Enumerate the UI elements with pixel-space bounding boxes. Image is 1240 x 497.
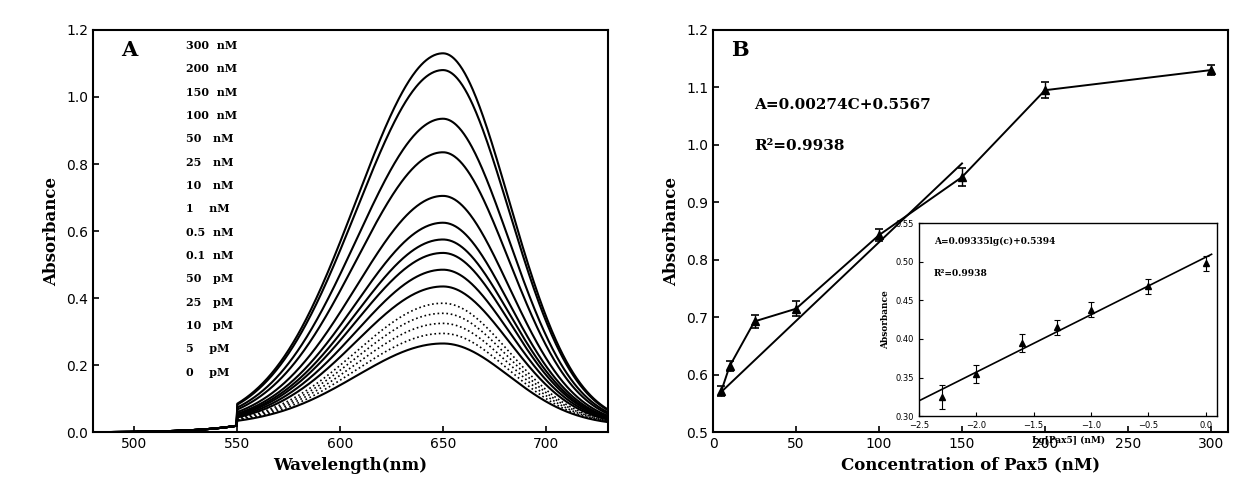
Text: 50   nM: 50 nM <box>186 133 233 144</box>
Text: R²=0.9938: R²=0.9938 <box>754 139 844 153</box>
Text: 25   nM: 25 nM <box>186 157 233 167</box>
Text: B: B <box>732 40 749 60</box>
X-axis label: Concentration of Pax5 (nM): Concentration of Pax5 (nM) <box>841 457 1100 474</box>
Text: 0.5  nM: 0.5 nM <box>186 227 233 238</box>
Text: 10   pM: 10 pM <box>186 320 233 331</box>
Text: 10   nM: 10 nM <box>186 180 233 191</box>
Y-axis label: Absorbance: Absorbance <box>663 176 681 286</box>
Text: 0.1  nM: 0.1 nM <box>186 250 233 261</box>
Text: 100  nM: 100 nM <box>186 110 237 121</box>
Text: 25   pM: 25 pM <box>186 297 233 308</box>
Text: 5    pM: 5 pM <box>186 343 229 354</box>
Text: 200  nM: 200 nM <box>186 63 237 74</box>
Text: A=0.00274C+0.5567: A=0.00274C+0.5567 <box>754 98 931 112</box>
Text: 300  nM: 300 nM <box>186 40 237 51</box>
Text: 50   pM: 50 pM <box>186 273 233 284</box>
Text: A: A <box>122 40 138 60</box>
Text: 150  nM: 150 nM <box>186 86 237 97</box>
Text: 1    nM: 1 nM <box>186 203 229 214</box>
Text: 0    pM: 0 pM <box>186 367 229 378</box>
Y-axis label: Absorbance: Absorbance <box>43 176 61 286</box>
X-axis label: Wavelength(nm): Wavelength(nm) <box>273 457 428 474</box>
